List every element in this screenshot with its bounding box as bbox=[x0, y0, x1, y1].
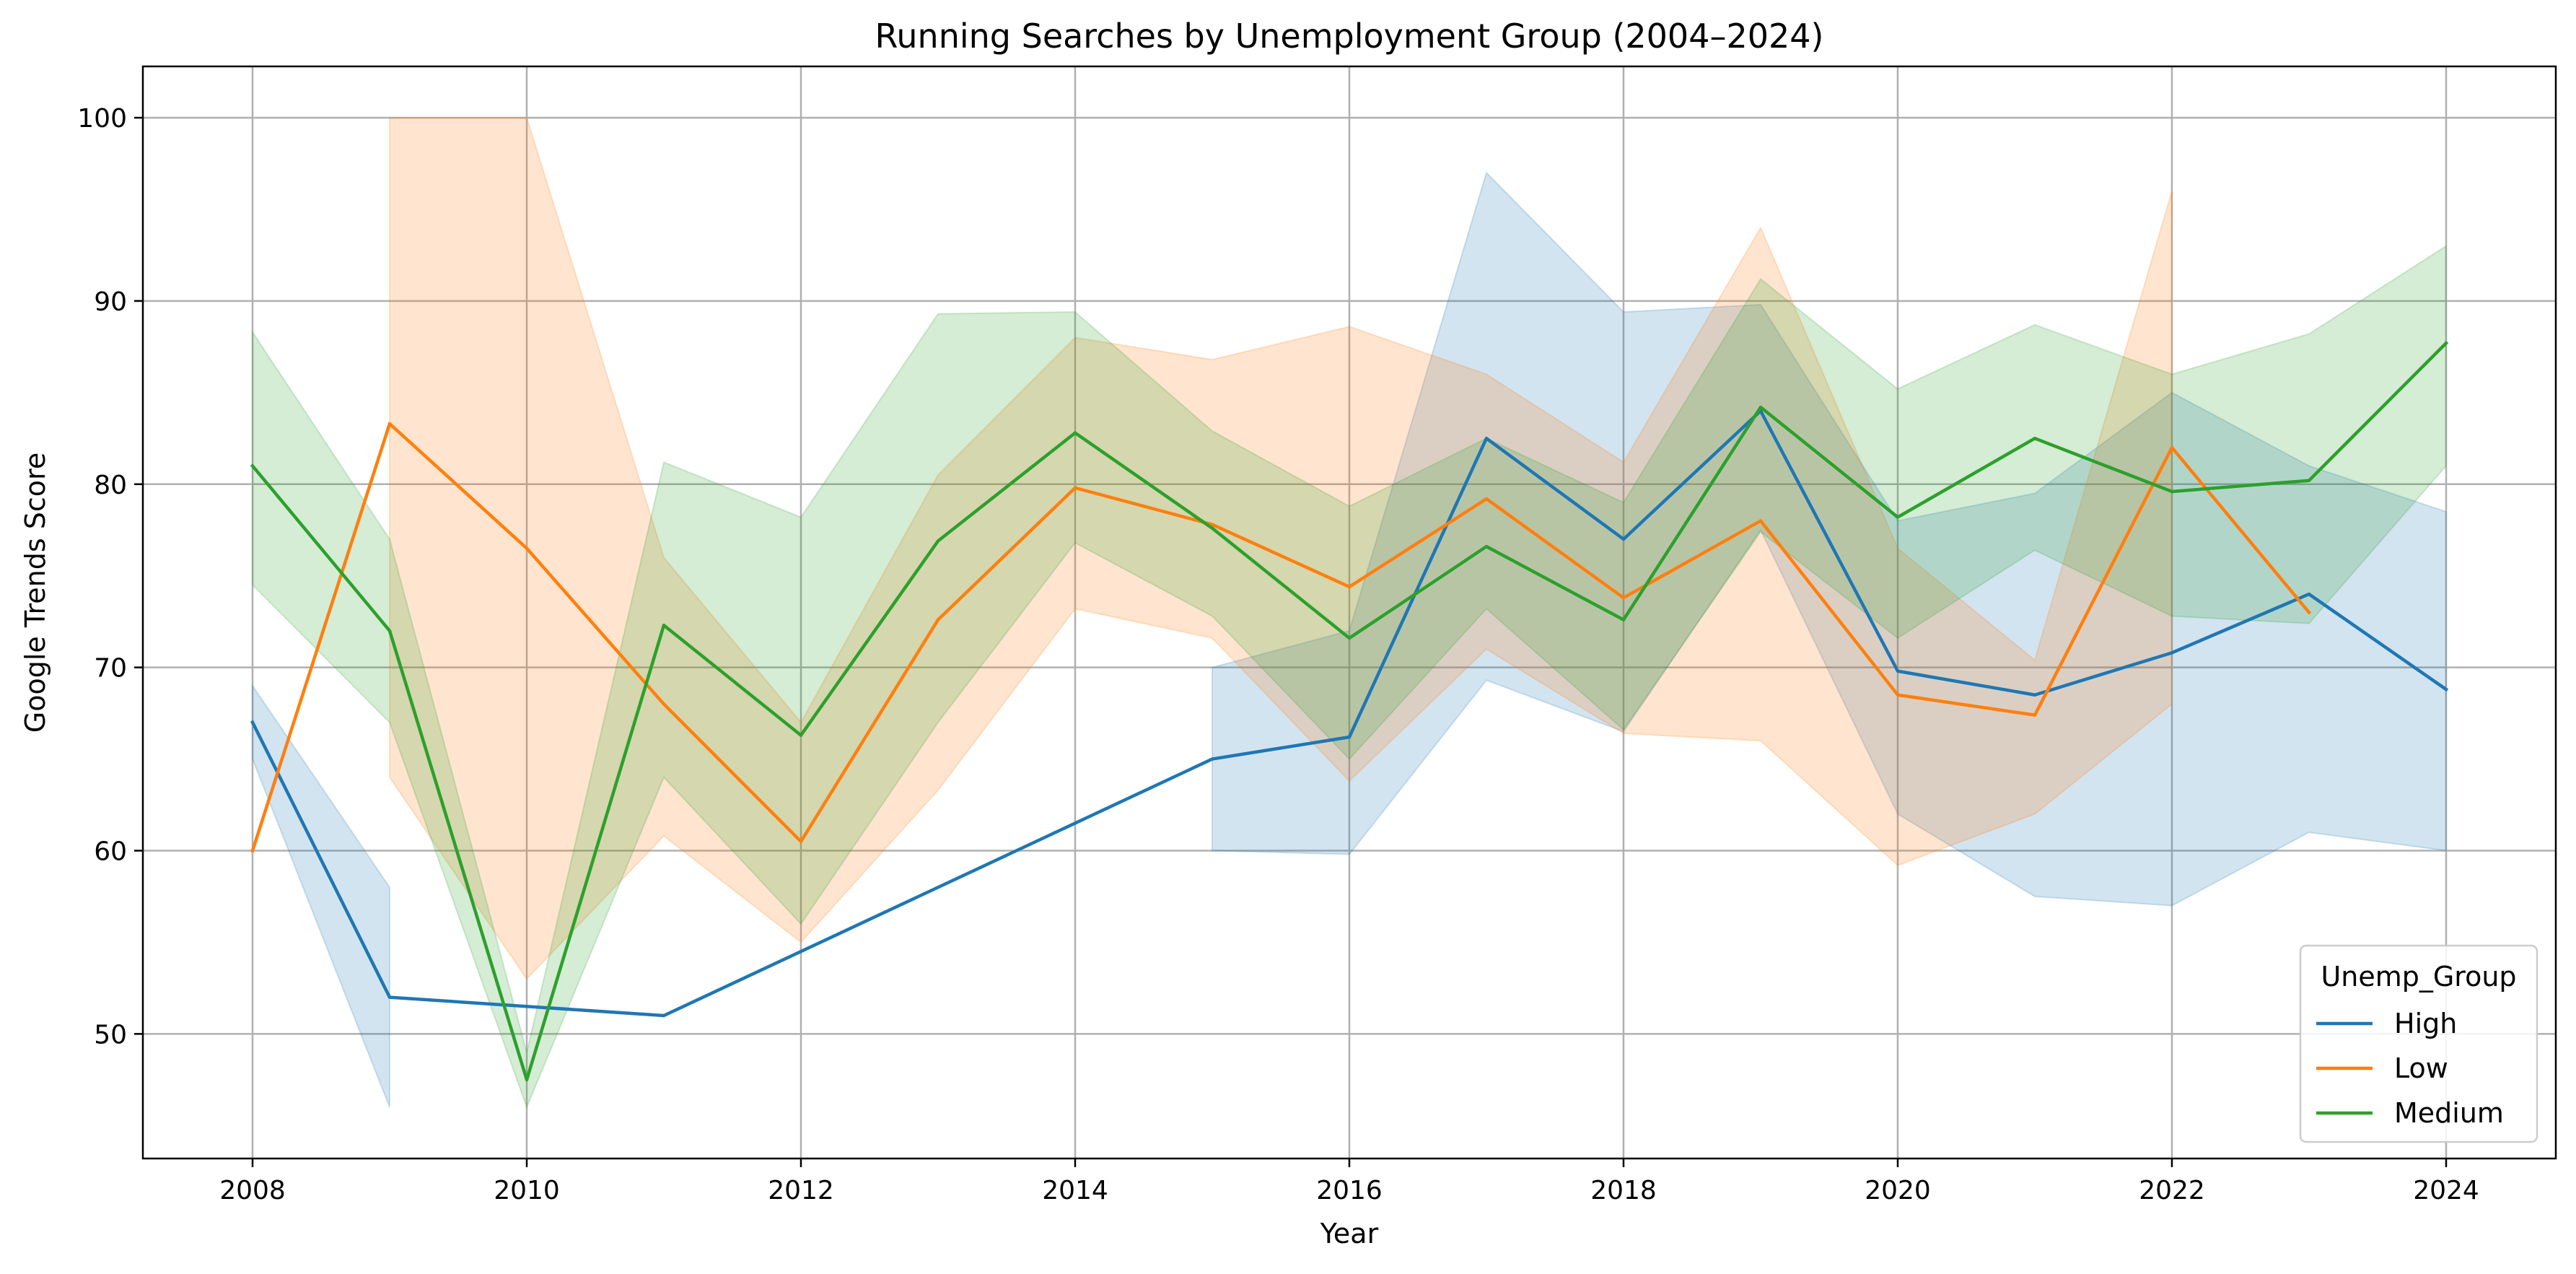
y-tick-label: 80 bbox=[94, 471, 127, 500]
series-line-low bbox=[250, 422, 2312, 853]
data-point-medium bbox=[2033, 437, 2037, 440]
data-point-medium bbox=[799, 733, 803, 737]
x-tick-label: 2008 bbox=[219, 1176, 286, 1205]
x-tick-label: 2022 bbox=[2139, 1176, 2205, 1205]
y-tick-label: 100 bbox=[77, 104, 127, 134]
series-lines bbox=[250, 341, 2449, 1082]
data-point-low bbox=[1210, 523, 1214, 526]
chart-title: Running Searches by Unemployment Group (… bbox=[875, 17, 1824, 56]
x-tick-label: 2016 bbox=[1316, 1176, 1383, 1205]
data-point-low bbox=[2033, 713, 2037, 717]
data-point-low bbox=[1621, 595, 1626, 600]
y-tick-label: 90 bbox=[94, 287, 127, 317]
x-tick-label: 2024 bbox=[2413, 1176, 2479, 1205]
x-axis-label: Year bbox=[1320, 1218, 1379, 1249]
y-tick-label: 60 bbox=[94, 837, 127, 867]
data-point-medium bbox=[936, 539, 940, 543]
data-point-medium bbox=[1347, 636, 1351, 640]
y-axis-ticks: 50 60 70 80 90 100 bbox=[77, 104, 143, 1050]
data-point-low bbox=[250, 849, 255, 852]
x-tick-label: 2018 bbox=[1590, 1176, 1657, 1205]
data-point-high bbox=[1210, 757, 1214, 761]
data-point-medium bbox=[662, 624, 666, 627]
data-point-high bbox=[1347, 735, 1351, 739]
data-point-low bbox=[936, 618, 940, 621]
data-point-low bbox=[2170, 445, 2174, 450]
data-point-high bbox=[1484, 437, 1489, 440]
legend-frame bbox=[2299, 944, 2538, 1143]
legend-label-low: Low bbox=[2394, 1052, 2448, 1084]
x-axis-ticks: 2008 2010 2012 2014 2016 2018 2020 2022 2024 bbox=[219, 1159, 2479, 1205]
data-point-medium bbox=[1896, 515, 1900, 519]
y-axis-label: Google Trends Score bbox=[19, 453, 51, 733]
y-tick-label: 70 bbox=[94, 654, 127, 684]
x-tick-label: 2014 bbox=[1042, 1176, 1108, 1205]
data-point-high bbox=[2307, 592, 2311, 596]
data-point-low bbox=[2307, 611, 2311, 614]
data-point-low bbox=[525, 546, 529, 550]
grid-lines bbox=[143, 66, 2556, 1159]
x-tick-label: 2020 bbox=[1865, 1176, 1931, 1205]
data-point-medium bbox=[525, 1078, 529, 1082]
data-point-high bbox=[1896, 669, 1900, 673]
data-point-high bbox=[1621, 537, 1626, 541]
data-point-low bbox=[1073, 486, 1077, 490]
data-point-low bbox=[662, 702, 666, 706]
confidence-band-medium bbox=[252, 244, 2447, 1109]
data-point-high bbox=[2170, 651, 2174, 655]
data-point-low bbox=[1347, 585, 1351, 589]
data-point-low bbox=[1758, 519, 1763, 523]
data-point-medium bbox=[1758, 405, 1763, 409]
data-point-low bbox=[1896, 693, 1900, 697]
data-point-high bbox=[387, 995, 392, 999]
data-point-medium bbox=[2170, 489, 2174, 494]
data-point-medium bbox=[1621, 618, 1626, 621]
data-point-low bbox=[387, 422, 392, 426]
data-point-low bbox=[799, 839, 803, 844]
y-tick-label: 50 bbox=[94, 1020, 127, 1050]
x-tick-label: 2010 bbox=[494, 1176, 560, 1205]
legend-label-high: High bbox=[2394, 1008, 2457, 1039]
data-point-medium bbox=[250, 464, 255, 468]
data-point-medium bbox=[387, 629, 392, 633]
data-point-high bbox=[2033, 693, 2037, 697]
confidence-band-low bbox=[389, 117, 2173, 980]
data-point-medium bbox=[2307, 479, 2311, 482]
legend: Unemp_Group High Low Medium bbox=[2299, 944, 2538, 1143]
data-point-medium bbox=[1210, 526, 1214, 530]
data-point-medium bbox=[1484, 544, 1489, 549]
x-tick-label: 2012 bbox=[768, 1176, 834, 1205]
legend-items: High Low Medium bbox=[2316, 1008, 2504, 1129]
legend-title: Unemp_Group bbox=[2321, 961, 2516, 992]
legend-label-medium: Medium bbox=[2394, 1097, 2504, 1129]
data-point-high bbox=[2444, 687, 2448, 691]
data-point-high bbox=[250, 720, 255, 725]
data-point-medium bbox=[1073, 431, 1077, 435]
data-point-medium bbox=[2444, 341, 2448, 345]
data-point-high bbox=[662, 1013, 666, 1018]
data-point-low bbox=[1484, 497, 1489, 501]
